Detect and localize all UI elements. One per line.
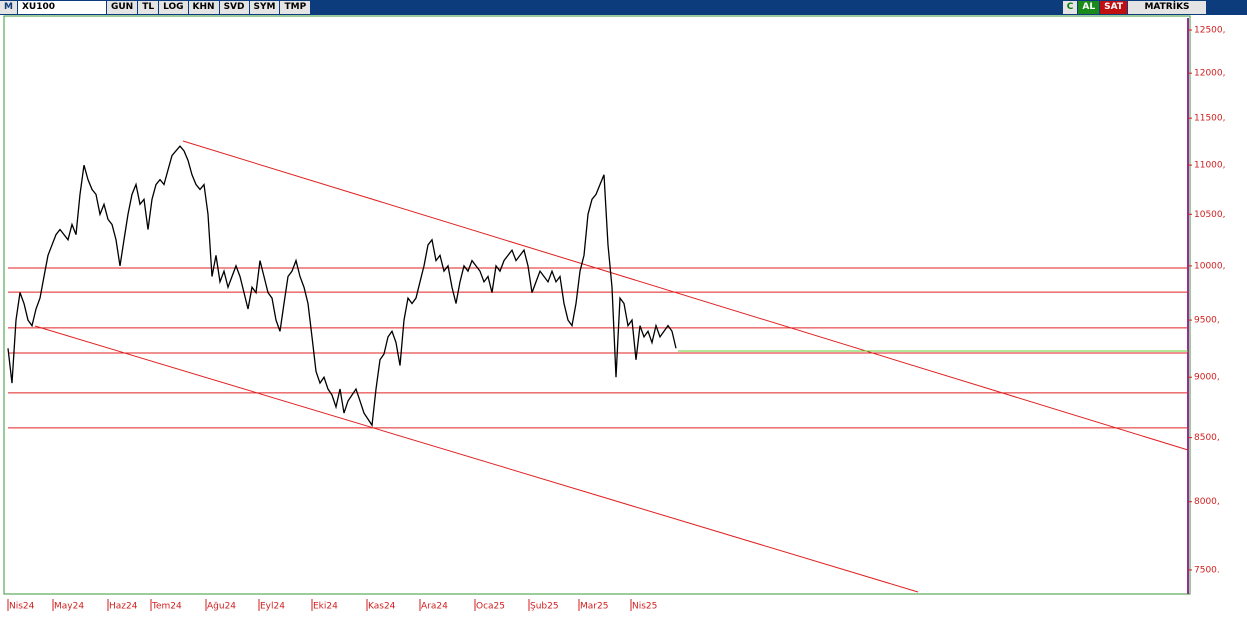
- toolbar-button[interactable]: GUN: [106, 1, 138, 14]
- x-tick-label: Ara24: [421, 602, 448, 612]
- toolbar-button[interactable]: AL: [1078, 1, 1100, 14]
- y-tick-label: 9000,: [1194, 373, 1220, 383]
- x-tick-label: Kas24: [368, 602, 396, 612]
- y-tick-label: 11500,: [1194, 114, 1226, 124]
- x-tick-label: Nis24: [9, 602, 35, 612]
- toolbar-button[interactable]: MATRİKS: [1128, 1, 1206, 14]
- toolbar-button[interactable]: SVD: [219, 1, 249, 14]
- x-tick-label: Nis25: [632, 602, 657, 612]
- trend-line: [182, 140, 1189, 451]
- toolbar-left: M XU100 GUN TL LOG KHN SVD SYM TMP: [0, 0, 311, 15]
- x-tick-label: May24: [54, 602, 84, 612]
- toolbar-button[interactable]: SAT: [1100, 1, 1127, 14]
- x-tick-label: Oca25: [476, 602, 505, 612]
- toolbar-button[interactable]: TMP: [280, 1, 311, 14]
- y-tick-label: 7500.: [1194, 565, 1220, 575]
- y-tick-label: 12500,: [1194, 26, 1226, 36]
- x-tick-label: Şub25: [530, 602, 559, 612]
- toolbar-button[interactable]: C: [1062, 1, 1078, 14]
- toolbar-button[interactable]: LOG: [159, 1, 188, 14]
- y-tick-label: 9500,: [1194, 316, 1220, 326]
- y-tick-label: 10000,: [1194, 261, 1226, 271]
- x-tick-label: Eki24: [313, 602, 338, 612]
- plot-frame: [3, 15, 1191, 595]
- trend-line: [34, 325, 919, 593]
- x-tick-label: Haz24: [109, 602, 138, 612]
- toolbar-right: C AL SAT MATRİKS: [1062, 0, 1207, 15]
- symbol[interactable]: XU100: [17, 1, 106, 14]
- x-tick-label: Ağu24: [207, 602, 236, 612]
- x-tick-label: Mar25: [580, 602, 608, 612]
- price-line: [7, 145, 677, 428]
- y-tick-label: 10500,: [1194, 210, 1226, 220]
- logo[interactable]: M: [0, 1, 17, 14]
- y-tick-label: 12000,: [1194, 69, 1226, 79]
- y-tick-label: 8000,: [1194, 497, 1220, 507]
- x-tick-label: Eyl24: [260, 602, 285, 612]
- toolbar-button[interactable]: SYM: [249, 1, 280, 14]
- toolbar-button[interactable]: TL: [138, 1, 159, 14]
- x-tick-label: Tem24: [151, 602, 182, 612]
- toolbar-button[interactable]: KHN: [188, 1, 219, 14]
- y-tick-label: 8500,: [1194, 433, 1220, 443]
- y-tick-label: 11000,: [1194, 161, 1226, 171]
- toolbar: M XU100 GUN TL LOG KHN SVD SYM TMP C AL SAT MATRİ…: [0, 0, 1247, 15]
